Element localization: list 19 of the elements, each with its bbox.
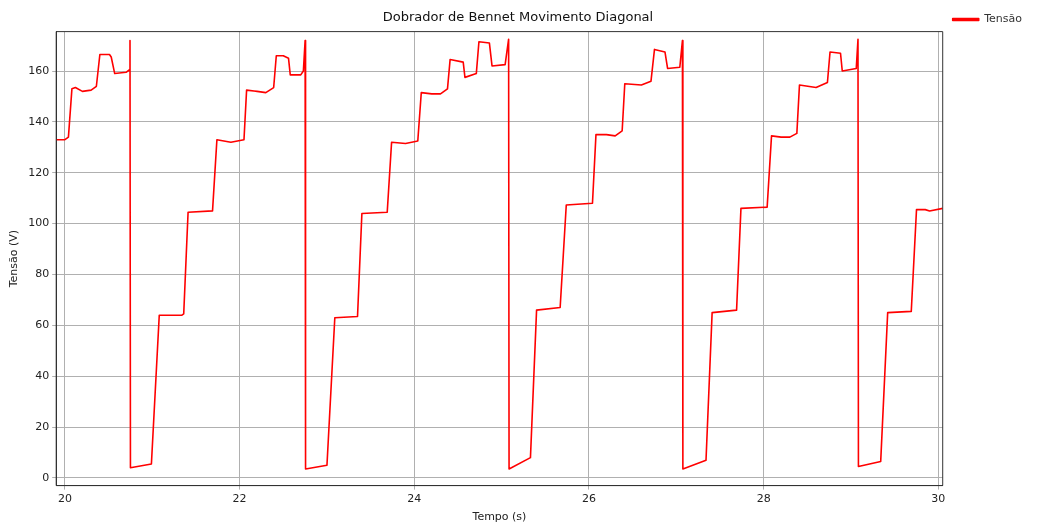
legend-label: Tensão (983, 12, 1023, 26)
chart-title: Dobrador de Bennet Movimento Diagonal (382, 9, 654, 25)
y-tick-label: 100 (28, 216, 50, 230)
x-tick-label: 26 (581, 492, 596, 506)
x-tick-label: 20 (57, 492, 72, 506)
y-tick-label: 140 (28, 114, 50, 128)
y-tick-label: 60 (35, 318, 50, 332)
x-tick-label: 24 (407, 492, 422, 506)
x-axis-title: Tempo (s) (471, 510, 527, 524)
y-axis-title: Tensão (V) (7, 229, 21, 289)
y-tick-label: 20 (35, 419, 50, 433)
y-tick-label: 0 (42, 470, 50, 484)
y-tick-label: 80 (35, 267, 50, 281)
y-tick-label: 160 (28, 63, 50, 77)
y-tick-label: 120 (28, 165, 50, 179)
x-tick-label: 28 (756, 492, 771, 506)
y-tick-label: 40 (35, 369, 50, 383)
x-tick-label: 22 (232, 492, 247, 506)
x-tick-label: 30 (931, 492, 946, 506)
